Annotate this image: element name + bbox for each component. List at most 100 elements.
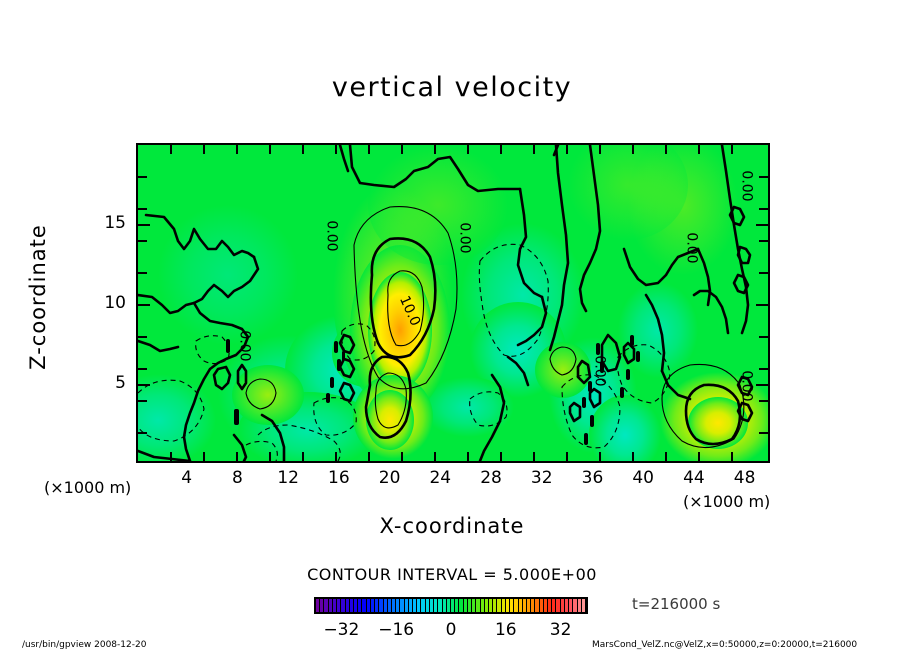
x-tick-label: 20: [378, 468, 401, 488]
colorbar-segment: [484, 599, 489, 612]
colorbar-segment: [396, 599, 401, 612]
colorbar-tick-label: −16: [378, 620, 415, 640]
contour-label: 0.00: [683, 232, 700, 264]
colorbar-segment: [564, 599, 570, 612]
colorbar-tick-label: 32: [549, 620, 572, 640]
colorbar-segment: [421, 599, 426, 612]
x-tick-label: 28: [480, 468, 502, 488]
colorbar-segment: [328, 599, 333, 612]
colorbar-segment: [379, 599, 384, 612]
colorbar-segment: [387, 599, 392, 612]
colorbar-segment: [455, 599, 460, 612]
colorbar-segment: [493, 599, 498, 612]
contour-plot-svg: [138, 145, 768, 461]
footer-command: /usr/bin/gpview 2008-12-20: [22, 640, 147, 650]
contour-interval-text: CONTOUR INTERVAL = 5.000E+00: [307, 565, 597, 584]
colorbar-segment: [446, 599, 451, 612]
colorbar-segment: [526, 599, 532, 612]
colorbar-segment: [552, 599, 557, 612]
colorbar-segment: [476, 599, 481, 612]
colorbar-segment: [459, 599, 464, 612]
colorbar-segment: [358, 599, 363, 612]
colorbar-segment: [434, 599, 439, 612]
colorbar-segment: [505, 599, 511, 612]
colorbar-segment: [375, 599, 380, 612]
colorbar-segment: [442, 599, 447, 612]
colorbar-segment: [522, 599, 527, 612]
colorbar-segment: [573, 599, 578, 612]
colorbar-segment: [548, 599, 553, 612]
colorbar-segment: [341, 599, 346, 612]
y-tick-label: 10: [104, 293, 126, 313]
colorbar-segment: [370, 599, 376, 612]
colorbar: [314, 597, 588, 614]
colorbar-segment: [383, 599, 388, 612]
colorbar-segment: [539, 599, 544, 612]
colorbar-segment: [510, 599, 515, 612]
colorbar-segment: [472, 599, 477, 612]
colorbar-segment: [391, 599, 397, 612]
colorbar-tick-label: 16: [494, 620, 517, 640]
colorbar-segment: [425, 599, 430, 612]
contour-label: 0.00: [236, 330, 253, 362]
colorbar-segment: [480, 599, 485, 612]
x-tick-label: 8: [232, 468, 243, 488]
x-tick-label: 48: [733, 468, 756, 488]
x-tick-label: 12: [277, 468, 299, 488]
colorbar-segment: [429, 599, 435, 612]
contour-label: 0.00: [738, 170, 755, 202]
x-tick-label: 16: [328, 468, 350, 488]
colorbar-segment: [332, 599, 338, 612]
colorbar-segment: [417, 599, 422, 612]
x-axis-unit: (×1000 m): [683, 492, 771, 511]
contour-plot: [136, 143, 770, 463]
contour-label: 0.00: [323, 220, 340, 252]
colorbar-segment: [514, 599, 519, 612]
colorbar-segment: [560, 599, 565, 612]
colorbar-segment: [488, 599, 494, 612]
colorbar-segment: [366, 599, 371, 612]
colorbar-segment: [316, 599, 321, 612]
colorbar-segment: [556, 599, 561, 612]
colorbar-segment: [345, 599, 350, 612]
contour-label: 0.00: [456, 222, 473, 254]
colorbar-segment: [362, 599, 367, 612]
colorbar-segment: [324, 599, 329, 612]
colorbar-segment: [320, 599, 325, 612]
contour-label: 0.00: [591, 355, 608, 387]
x-tick-label: 44: [683, 468, 705, 488]
colorbar-segment: [404, 599, 409, 612]
page-title: vertical velocity: [331, 72, 573, 103]
colorbar-segment: [451, 599, 456, 612]
colorbar-segment: [518, 599, 523, 612]
colorbar-segment: [467, 599, 473, 612]
colorbar-segment: [581, 599, 586, 612]
colorbar-segment: [349, 599, 354, 612]
x-tick-label: 40: [632, 468, 654, 488]
footer-datasource: MarsCond_VelZ.nc@VelZ,x=0:50000,z=0:2000…: [592, 640, 858, 650]
colorbar-segment: [535, 599, 540, 612]
colorbar-segment: [501, 599, 506, 612]
colorbar-segment: [577, 599, 582, 612]
colorbar-segment: [400, 599, 405, 612]
y-tick-label: 5: [115, 373, 126, 393]
colorbar-tick-label: −32: [323, 620, 360, 640]
x-tick-label: 24: [429, 468, 452, 488]
colorbar-segment: [463, 599, 468, 612]
colorbar-segment: [438, 599, 443, 612]
colorbar-segment: [413, 599, 418, 612]
colorbar-segment: [543, 599, 549, 612]
colorbar-segment: [569, 599, 574, 612]
y-axis-unit: (×1000 m): [44, 478, 132, 497]
colorbar-segment: [531, 599, 536, 612]
colorbar-segment: [497, 599, 502, 612]
colorbar-segment: [408, 599, 414, 612]
x-tick-label: 36: [581, 468, 604, 488]
colorbar-segment: [353, 599, 359, 612]
time-label: t=216000 s: [632, 595, 721, 613]
x-tick-label: 4: [181, 468, 193, 488]
x-axis-label: X-coordinate: [379, 514, 525, 538]
colorbar-segment: [337, 599, 342, 612]
colorbar-tick-label: 0: [445, 620, 457, 640]
x-tick-label: 32: [530, 468, 553, 488]
